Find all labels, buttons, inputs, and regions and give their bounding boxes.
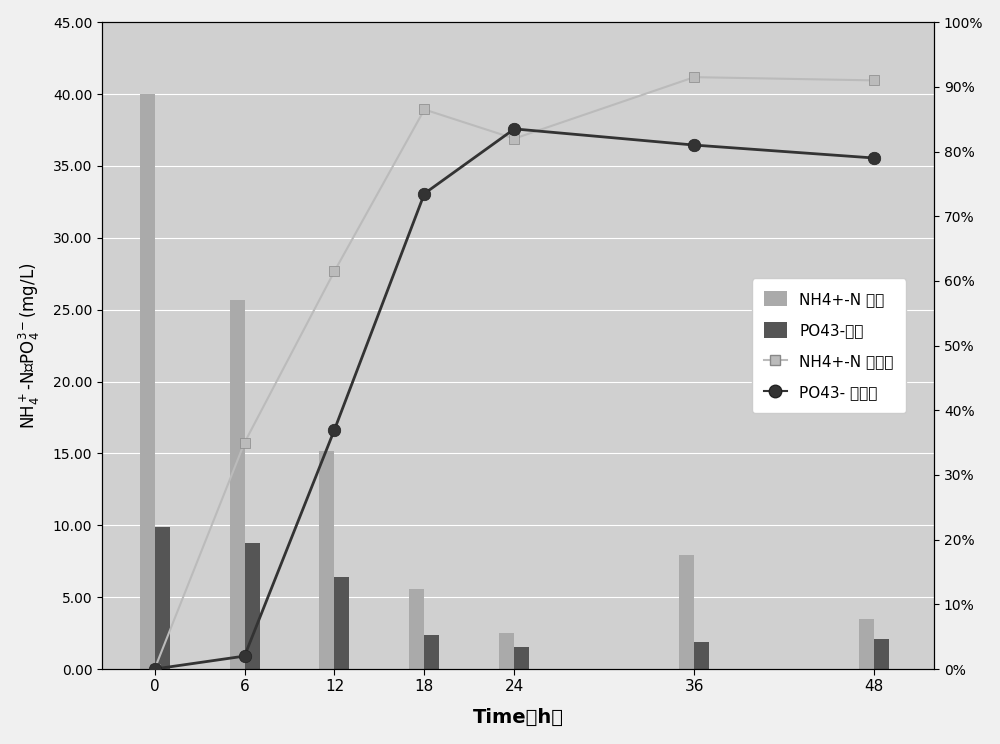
Bar	[409, 589, 424, 669]
PO43- 去除率	[239, 652, 251, 661]
Bar	[424, 635, 439, 669]
Bar	[694, 642, 709, 669]
Bar	[679, 556, 694, 669]
Bar	[155, 527, 170, 669]
NH4+-N 去除率	[239, 438, 251, 447]
NH4+-N 去除率	[149, 664, 161, 673]
PO43- 去除率	[149, 664, 161, 673]
NH4+-N 去除率	[418, 105, 430, 114]
PO43- 去除率	[328, 426, 340, 434]
Legend: NH4+-N 浓度, PO43-浓度, NH4+-N 去除率, PO43- 去除率: NH4+-N 浓度, PO43-浓度, NH4+-N 去除率, PO43- 去除…	[752, 278, 906, 413]
NH4+-N 去除率	[508, 134, 520, 143]
Bar	[514, 647, 529, 669]
Bar	[859, 619, 874, 669]
Bar	[140, 94, 155, 669]
Bar	[334, 577, 349, 669]
X-axis label: Time（h）: Time（h）	[473, 708, 564, 728]
Bar	[874, 639, 889, 669]
Bar	[499, 633, 514, 669]
Bar	[319, 451, 334, 669]
Bar	[230, 300, 245, 669]
NH4+-N 去除率	[688, 73, 700, 82]
NH4+-N 去除率	[868, 76, 880, 85]
PO43- 去除率	[418, 189, 430, 198]
Bar	[245, 542, 260, 669]
Line: PO43- 去除率: PO43- 去除率	[148, 123, 880, 676]
NH4+-N 去除率	[328, 267, 340, 276]
PO43- 去除率	[688, 141, 700, 150]
Y-axis label: NH$_4^+$-N、PO$_4^{3-}$(mg/L): NH$_4^+$-N、PO$_4^{3-}$(mg/L)	[17, 263, 42, 429]
Line: NH4+-N 去除率: NH4+-N 去除率	[150, 72, 879, 674]
PO43- 去除率	[868, 153, 880, 162]
PO43- 去除率	[508, 124, 520, 133]
